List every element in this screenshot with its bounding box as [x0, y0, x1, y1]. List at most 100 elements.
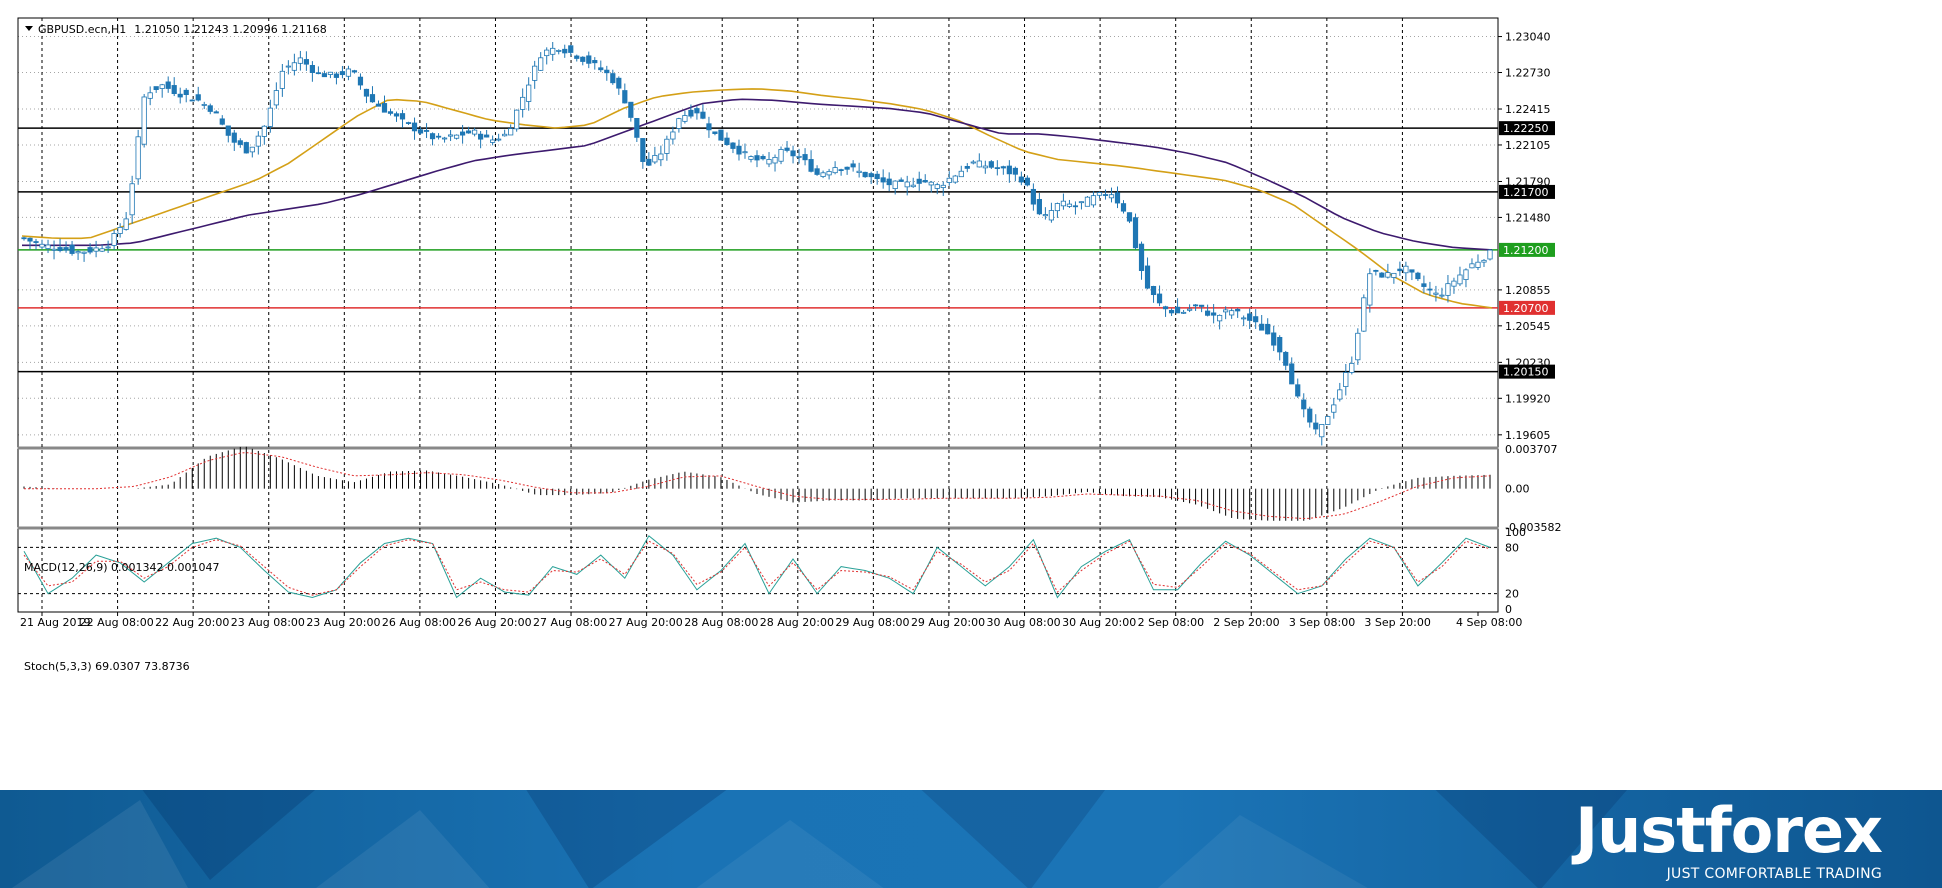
- y-tick-label: 1.22105: [1505, 139, 1551, 152]
- candle: [580, 56, 586, 62]
- candle: [1120, 203, 1127, 212]
- candle: [1313, 422, 1319, 430]
- x-tick-label: 23 Aug 20:00: [306, 616, 380, 629]
- x-tick-label: 28 Aug 20:00: [760, 616, 834, 629]
- candle: [982, 165, 988, 169]
- macd-signal-line: [24, 452, 1491, 520]
- candle: [1048, 210, 1055, 221]
- symbol-ohlc-label: GBPUSD.ecn,H1 1.21050 1.21243 1.20996 1.2…: [38, 23, 327, 36]
- candle: [1385, 272, 1391, 278]
- candle: [189, 99, 195, 102]
- candle: [1469, 263, 1475, 269]
- candle: [754, 155, 760, 161]
- candle: [1421, 283, 1427, 287]
- candle: [874, 173, 880, 180]
- candle: [375, 103, 382, 107]
- candle: [574, 55, 580, 59]
- candle: [526, 84, 532, 102]
- candle: [1174, 306, 1181, 314]
- candle: [970, 161, 976, 164]
- stoch-label: Stoch(5,3,3) 69.0307 73.8736: [24, 660, 190, 673]
- level-label: 1.21200: [1503, 244, 1549, 257]
- symbol-dropdown-icon[interactable]: [25, 26, 33, 31]
- candle: [1084, 196, 1091, 207]
- macd-y-tick-label: -0.003582: [1505, 521, 1561, 534]
- y-tick-label: 1.21480: [1505, 211, 1551, 224]
- brand-banner: Justforex JUST COMFORTABLE TRADING: [0, 790, 1942, 888]
- candle: [586, 55, 592, 64]
- candle: [1487, 249, 1493, 260]
- candle: [1325, 416, 1331, 425]
- candle: [411, 122, 418, 132]
- candle: [1066, 203, 1073, 207]
- candle: [117, 226, 123, 234]
- y-tick-label: 1.21790: [1505, 175, 1551, 188]
- candle: [1235, 308, 1241, 312]
- candle: [1000, 166, 1006, 169]
- candle: [135, 136, 141, 180]
- candle: [556, 50, 562, 52]
- candle: [237, 140, 243, 145]
- x-tick-label: 27 Aug 08:00: [533, 616, 607, 629]
- candle: [177, 93, 183, 98]
- candle: [1259, 323, 1265, 331]
- candle: [1355, 332, 1361, 361]
- candle: [459, 131, 466, 136]
- candle: [724, 137, 730, 146]
- candle: [405, 122, 412, 124]
- candle: [1379, 272, 1385, 278]
- candle: [862, 171, 868, 178]
- candle: [129, 183, 135, 216]
- candle: [279, 70, 285, 89]
- level-badge: [1499, 242, 1555, 257]
- stoch-y-tick-label: 80: [1505, 541, 1519, 554]
- moving-average-slow: [22, 98, 1493, 251]
- candle: [976, 160, 982, 168]
- candle: [309, 65, 315, 73]
- candle: [694, 108, 700, 114]
- candle: [634, 117, 640, 138]
- stoch-signal-line: [23, 539, 1491, 596]
- candle: [453, 134, 460, 139]
- candle: [910, 184, 916, 188]
- candle: [93, 247, 99, 252]
- candle: [69, 244, 75, 254]
- candle: [466, 130, 472, 134]
- candle: [321, 73, 328, 78]
- candle: [1271, 332, 1277, 346]
- candle: [183, 89, 189, 96]
- candle: [514, 109, 520, 130]
- candle: [496, 138, 502, 141]
- candle: [934, 184, 940, 189]
- candle: [520, 96, 526, 110]
- candle: [243, 142, 249, 154]
- candle: [75, 251, 81, 254]
- candle: [195, 94, 201, 101]
- x-tick-label: 21 Aug 2019: [20, 616, 90, 629]
- x-tick-label: 30 Aug 08:00: [987, 616, 1061, 629]
- candle: [429, 133, 436, 140]
- candle: [297, 57, 303, 64]
- candle: [39, 243, 45, 248]
- candle: [57, 247, 63, 252]
- candle: [796, 155, 802, 158]
- candle: [892, 180, 898, 189]
- candle: [826, 171, 832, 176]
- candle: [105, 246, 111, 249]
- candle: [1054, 203, 1061, 212]
- candle: [339, 71, 346, 76]
- x-tick-label: 3 Sep 08:00: [1289, 616, 1355, 629]
- x-tick-label: 30 Aug 20:00: [1062, 616, 1136, 629]
- candle: [441, 137, 448, 140]
- candle: [45, 244, 51, 249]
- candle: [814, 168, 820, 175]
- candle: [1102, 194, 1109, 196]
- price-chart[interactable]: 1.22250 1.21700 1.21200 1.20700 1.20150 0.00…: [0, 0, 1942, 790]
- candle: [652, 155, 658, 163]
- x-tick-label: 27 Aug 20:00: [609, 616, 683, 629]
- level-label: 1.20700: [1503, 302, 1549, 315]
- level-badge: [1499, 364, 1555, 379]
- candle: [844, 166, 850, 170]
- candle: [399, 113, 406, 120]
- candle: [1096, 192, 1103, 196]
